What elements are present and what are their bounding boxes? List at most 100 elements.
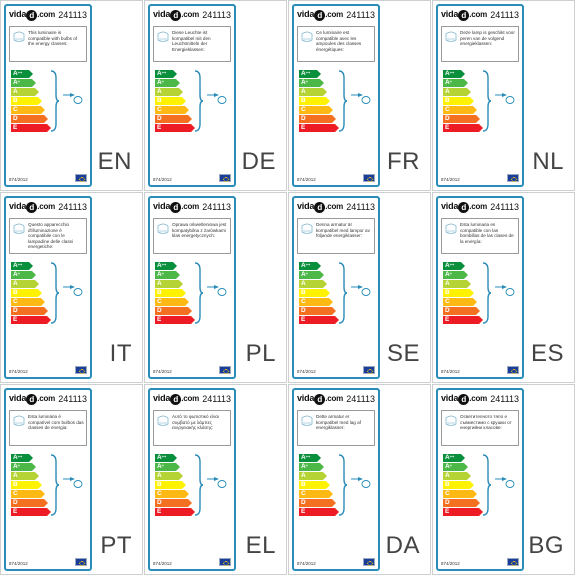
energy-class-d: D bbox=[155, 307, 192, 315]
eu-flag-icon bbox=[507, 174, 519, 182]
energy-class-ap: A+ bbox=[155, 463, 180, 471]
energy-class-app: A++ bbox=[443, 262, 465, 270]
lamp-icon bbox=[207, 477, 227, 488]
energy-class-app: A++ bbox=[443, 70, 465, 78]
energy-label-card: vida d .com 241113 Ce luminaire est compatib… bbox=[292, 4, 380, 187]
compatibility-statement: Ce luminaire est compatible avec les amp… bbox=[297, 26, 375, 62]
product-code: 241113 bbox=[490, 10, 519, 20]
energy-class-app: A++ bbox=[155, 70, 177, 78]
energy-class-e: E bbox=[11, 508, 51, 516]
energy-class-a: A bbox=[155, 472, 183, 480]
energy-label-card: vida d .com 241113 Oprawa oświetleniowa jest… bbox=[148, 196, 236, 379]
energy-class-ap: A+ bbox=[443, 79, 468, 87]
energy-class-ap: A+ bbox=[299, 271, 324, 279]
energy-class-scale: A++ A+ A B C D E bbox=[299, 262, 339, 325]
energy-class-a: A bbox=[11, 88, 39, 96]
eu-flag-icon bbox=[75, 558, 87, 566]
energy-class-a: A bbox=[443, 472, 471, 480]
energy-class-ap: A+ bbox=[11, 79, 36, 87]
regulation-number: 874/2012 bbox=[153, 561, 172, 566]
compatibility-statement: This luminaire is compatible with bulbs … bbox=[9, 26, 87, 62]
language-code: DA bbox=[385, 532, 420, 559]
eu-flag-icon bbox=[75, 366, 87, 374]
energy-class-a: A bbox=[443, 88, 471, 96]
logo-text: vida d .com bbox=[297, 201, 344, 213]
energy-class-d: D bbox=[443, 115, 480, 123]
eu-flag-icon bbox=[219, 558, 231, 566]
energy-class-c: C bbox=[11, 106, 45, 114]
label-cell-nl: vida d .com 241113 Deze lamp is geschikt voo… bbox=[432, 0, 575, 191]
vidaxl-logo: vida d .com bbox=[9, 9, 55, 21]
vidaxl-logo: vida d .com bbox=[153, 201, 199, 213]
energy-class-e: E bbox=[155, 508, 195, 516]
regulation-number: 874/2012 bbox=[153, 177, 172, 182]
vidaxl-logo: vida d .com bbox=[441, 9, 487, 21]
energy-class-a: A bbox=[443, 280, 471, 288]
energy-label-card: vida d .com 241113 Esta luminária é compatív… bbox=[4, 388, 92, 571]
energy-class-scale: A++ A+ A B C D E bbox=[299, 70, 339, 133]
brace-icon bbox=[338, 70, 348, 132]
energy-class-a: A bbox=[155, 88, 183, 96]
logo-text: vida d .com bbox=[441, 393, 488, 405]
language-code: IT bbox=[109, 340, 132, 367]
lamp-icon bbox=[495, 285, 515, 296]
eu-flag-icon bbox=[219, 174, 231, 182]
brace-icon bbox=[482, 70, 492, 132]
language-code: BG bbox=[528, 532, 564, 559]
energy-class-app: A++ bbox=[11, 262, 33, 270]
energy-label-card: vida d .com 241113 Denna armatur är kompatib… bbox=[292, 196, 380, 379]
regulation-number: 874/2012 bbox=[9, 177, 28, 182]
product-code: 241113 bbox=[202, 202, 231, 212]
lamp-icon bbox=[207, 285, 227, 296]
energy-class-b: B bbox=[155, 481, 186, 489]
energy-class-b: B bbox=[299, 97, 330, 105]
energy-class-c: C bbox=[155, 490, 189, 498]
label-cell-da: vida d .com 241113 Dette armatur er kompatib… bbox=[288, 384, 431, 575]
energy-class-e: E bbox=[443, 508, 483, 516]
label-cell-it: vida d .com 241113 Questo apparecchio d'illu… bbox=[0, 192, 143, 383]
energy-class-c: C bbox=[155, 298, 189, 306]
energy-class-a: A bbox=[299, 280, 327, 288]
regulation-number: 874/2012 bbox=[297, 369, 316, 374]
energy-class-app: A++ bbox=[299, 454, 321, 462]
compatibility-text: Ce luminaire est compatible avec les amp… bbox=[316, 30, 362, 52]
energy-class-scale: A++ A+ A B C D E bbox=[11, 454, 51, 517]
energy-class-ap: A+ bbox=[155, 271, 180, 279]
energy-class-app: A++ bbox=[11, 454, 33, 462]
bulb-icon bbox=[13, 31, 25, 42]
lamp-icon bbox=[495, 477, 515, 488]
lamp-icon bbox=[63, 477, 83, 488]
energy-label-card: vida d .com 241113 Осветителното тяло е съвм… bbox=[436, 388, 524, 571]
energy-class-scale: A++ A+ A B C D E bbox=[11, 262, 51, 325]
bulb-icon bbox=[13, 415, 25, 426]
regulation-number: 874/2012 bbox=[441, 369, 460, 374]
product-code: 241113 bbox=[202, 394, 231, 404]
energy-class-c: C bbox=[299, 490, 333, 498]
language-code: FR bbox=[387, 148, 420, 175]
logo-text: vida d .com bbox=[153, 201, 200, 213]
compatibility-text: Deze lamp is geschikt voor peren van de … bbox=[460, 30, 515, 47]
energy-class-app: A++ bbox=[11, 70, 33, 78]
brace-icon bbox=[194, 454, 204, 516]
label-cell-bg: vida d .com 241113 Осветителното тяло е съвм… bbox=[432, 384, 575, 575]
eu-flag-icon bbox=[507, 558, 519, 566]
compatibility-statement: Deze lamp is geschikt voor peren van de … bbox=[441, 26, 519, 62]
energy-class-e: E bbox=[155, 124, 195, 132]
brace-icon bbox=[482, 262, 492, 324]
energy-class-scale: A++ A+ A B C D E bbox=[11, 70, 51, 133]
compatibility-statement: Осветителното тяло е съвместимо с крушки… bbox=[441, 410, 519, 446]
compatibility-statement: Αυτό το φωτιστικό είναι συμβατό με λάμπε… bbox=[153, 410, 231, 446]
label-cell-fr: vida d .com 241113 Ce luminaire est compatib… bbox=[288, 0, 431, 191]
energy-class-ap: A+ bbox=[443, 463, 468, 471]
bulb-icon bbox=[13, 223, 25, 234]
label-cell-en: vida d .com 241113 This luminaire is compati… bbox=[0, 0, 143, 191]
language-code: PL bbox=[245, 340, 276, 367]
energy-label-card: vida d .com 241113 Deze lamp is geschikt voo… bbox=[436, 4, 524, 187]
vidaxl-logo: vida d .com bbox=[297, 393, 343, 405]
energy-class-c: C bbox=[155, 106, 189, 114]
energy-class-scale: A++ A+ A B C D E bbox=[443, 454, 483, 517]
energy-class-b: B bbox=[11, 481, 42, 489]
brace-icon bbox=[50, 454, 60, 516]
energy-class-d: D bbox=[11, 115, 48, 123]
